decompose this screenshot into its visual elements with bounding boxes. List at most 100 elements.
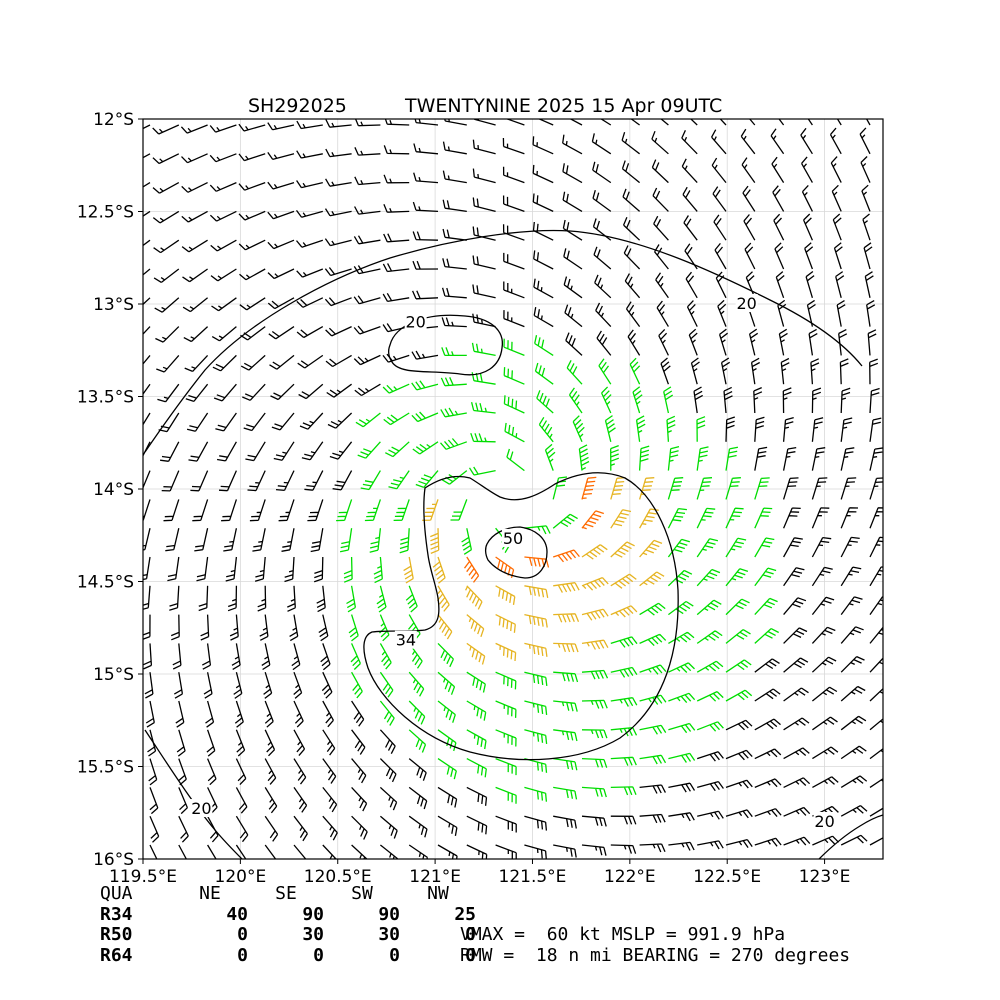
wind-barb xyxy=(754,628,779,644)
contour-label-bg xyxy=(735,294,758,312)
wind-barbs xyxy=(143,119,883,859)
wind-barb xyxy=(466,815,488,835)
wind-barb xyxy=(623,245,641,270)
wind-barb xyxy=(322,815,338,841)
wind-barb xyxy=(503,395,525,414)
wind-barb xyxy=(238,181,266,191)
wind-barb xyxy=(238,239,266,251)
wind-barb xyxy=(210,268,237,282)
wind-barb xyxy=(382,292,410,303)
wind-barb xyxy=(639,843,666,853)
wind-barb xyxy=(143,182,151,188)
wind-barb xyxy=(503,252,525,270)
wind-barb xyxy=(869,657,883,673)
wind-barb xyxy=(524,700,548,715)
stats-rmw-bearing: RMW = 18 n mi BEARING = 270 degrees xyxy=(460,944,851,966)
contour-label-bg xyxy=(813,812,836,830)
wind-barb xyxy=(178,815,189,843)
wind-barb xyxy=(316,585,326,613)
wind-barb xyxy=(169,585,180,611)
wind-barb xyxy=(379,729,396,754)
wind-barb xyxy=(610,726,638,737)
wind-barb xyxy=(775,271,785,299)
contour-20-southeast xyxy=(818,814,883,859)
wind-barb xyxy=(437,700,456,723)
wind-barb xyxy=(685,271,698,299)
contour-label: 20 xyxy=(737,294,757,313)
wind-barb xyxy=(592,190,612,212)
wind-barb xyxy=(693,386,704,414)
wind-barb xyxy=(811,477,828,500)
wind-barb xyxy=(379,786,398,811)
wind-barb xyxy=(289,614,299,642)
wind-barb xyxy=(324,267,352,277)
wind-barb xyxy=(660,119,669,126)
wind-barb xyxy=(836,119,842,126)
wind-barb xyxy=(754,537,775,558)
wind-barb xyxy=(689,119,698,126)
wind-barb xyxy=(149,787,159,815)
wind-barb xyxy=(592,161,612,184)
wind-barb xyxy=(533,250,554,270)
wind-barb xyxy=(411,350,439,360)
wind-barb xyxy=(869,387,880,414)
wind-barb xyxy=(869,718,883,731)
wind-barb xyxy=(660,357,671,385)
wind-barb xyxy=(495,700,517,718)
wind-barb xyxy=(190,470,209,492)
wind-barb xyxy=(156,354,180,373)
wind-barb xyxy=(622,188,641,212)
wind-barb xyxy=(696,630,723,644)
wind-barb xyxy=(379,671,394,698)
wind-barb xyxy=(840,656,865,673)
wind-barb xyxy=(353,235,381,245)
wind-barb xyxy=(553,700,578,712)
wind-barb xyxy=(811,447,826,471)
wind-barb xyxy=(840,685,866,702)
wind-barb xyxy=(696,721,724,732)
wind-barb xyxy=(310,528,324,553)
wind-barb xyxy=(553,613,580,623)
wind-barb xyxy=(229,614,239,641)
wind-barb xyxy=(245,441,266,462)
wind-barb xyxy=(466,786,488,806)
wind-barb xyxy=(143,153,151,159)
wind-barb xyxy=(503,367,525,385)
wind-barb xyxy=(869,566,883,587)
wind-barb xyxy=(325,354,352,368)
wind-barb xyxy=(772,185,785,212)
cell-se: 30 xyxy=(302,924,324,945)
wind-barb xyxy=(495,815,517,833)
wind-barb xyxy=(668,782,696,793)
wind-barb xyxy=(408,700,426,725)
wind-barb xyxy=(601,386,612,414)
wind-barb xyxy=(697,810,724,820)
wind-barb xyxy=(811,417,824,442)
wind-barb xyxy=(318,614,329,642)
wind-barb xyxy=(408,786,428,810)
wind-barb xyxy=(503,338,525,357)
wind-radii-header-row: QUA NE SE SW NW xyxy=(100,883,476,905)
wind-barb xyxy=(639,784,666,794)
wind-barb xyxy=(495,757,517,776)
wind-barb xyxy=(653,215,669,241)
wind-barb xyxy=(658,328,669,356)
wind-barb xyxy=(495,585,516,605)
wind-barb xyxy=(725,598,750,616)
wind-barb xyxy=(238,123,266,132)
wind-barb xyxy=(593,246,612,270)
wind-barb xyxy=(690,357,700,385)
wind-barb xyxy=(466,729,487,750)
wind-radii-row-r50: R50 0 30 30 0 xyxy=(100,924,476,946)
wind-barb xyxy=(566,360,583,385)
wind-barb xyxy=(553,844,577,858)
row-label: R50 xyxy=(100,924,133,945)
wind-barb xyxy=(206,758,217,786)
wind-barb xyxy=(322,700,334,728)
x-tick-label: 120°E xyxy=(215,867,267,887)
wind-barb xyxy=(688,328,698,356)
wind-barb xyxy=(143,210,151,217)
wind-barb xyxy=(610,541,635,558)
wind-barb xyxy=(544,443,556,471)
wind-barb xyxy=(668,662,695,673)
